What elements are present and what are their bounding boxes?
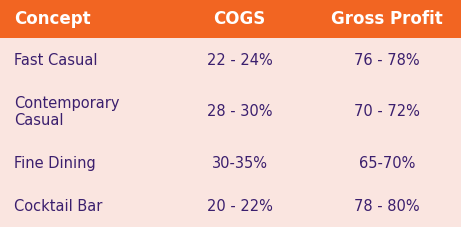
Text: Fast Casual: Fast Casual: [14, 53, 97, 68]
Text: 70 - 72%: 70 - 72%: [355, 104, 420, 119]
FancyBboxPatch shape: [0, 141, 461, 184]
Text: Gross Profit: Gross Profit: [331, 10, 443, 28]
Text: 76 - 78%: 76 - 78%: [355, 53, 420, 68]
Text: 30-35%: 30-35%: [212, 155, 268, 170]
Text: 22 - 24%: 22 - 24%: [207, 53, 272, 68]
FancyBboxPatch shape: [0, 141, 461, 142]
Text: 65-70%: 65-70%: [359, 155, 415, 170]
FancyBboxPatch shape: [0, 82, 461, 141]
FancyBboxPatch shape: [0, 39, 461, 82]
FancyBboxPatch shape: [0, 0, 461, 39]
FancyBboxPatch shape: [0, 184, 461, 185]
FancyBboxPatch shape: [0, 82, 461, 83]
Text: Cocktail Bar: Cocktail Bar: [14, 198, 102, 213]
Text: Fine Dining: Fine Dining: [14, 155, 95, 170]
Text: Contemporary
Casual: Contemporary Casual: [14, 95, 119, 127]
Text: Concept: Concept: [14, 10, 90, 28]
Text: 78 - 80%: 78 - 80%: [355, 198, 420, 213]
FancyBboxPatch shape: [0, 184, 461, 227]
Text: COGS: COGS: [213, 10, 266, 28]
Text: 20 - 22%: 20 - 22%: [207, 198, 272, 213]
Text: 28 - 30%: 28 - 30%: [207, 104, 272, 119]
